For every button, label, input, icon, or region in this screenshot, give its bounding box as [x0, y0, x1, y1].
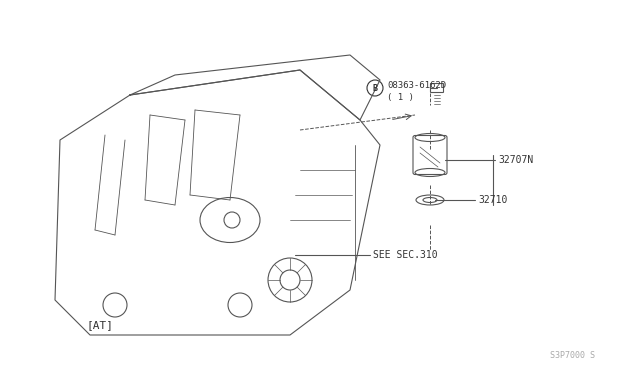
Text: B: B — [372, 83, 378, 93]
Text: 32707N: 32707N — [498, 155, 533, 165]
Text: ( 1 ): ( 1 ) — [387, 93, 414, 102]
Text: [AT]: [AT] — [86, 320, 113, 330]
Text: 32710: 32710 — [478, 195, 508, 205]
Text: SEE SEC.310: SEE SEC.310 — [373, 250, 438, 260]
Text: 08363-6162D: 08363-6162D — [387, 80, 446, 90]
Text: S3P7000 S: S3P7000 S — [550, 350, 595, 359]
